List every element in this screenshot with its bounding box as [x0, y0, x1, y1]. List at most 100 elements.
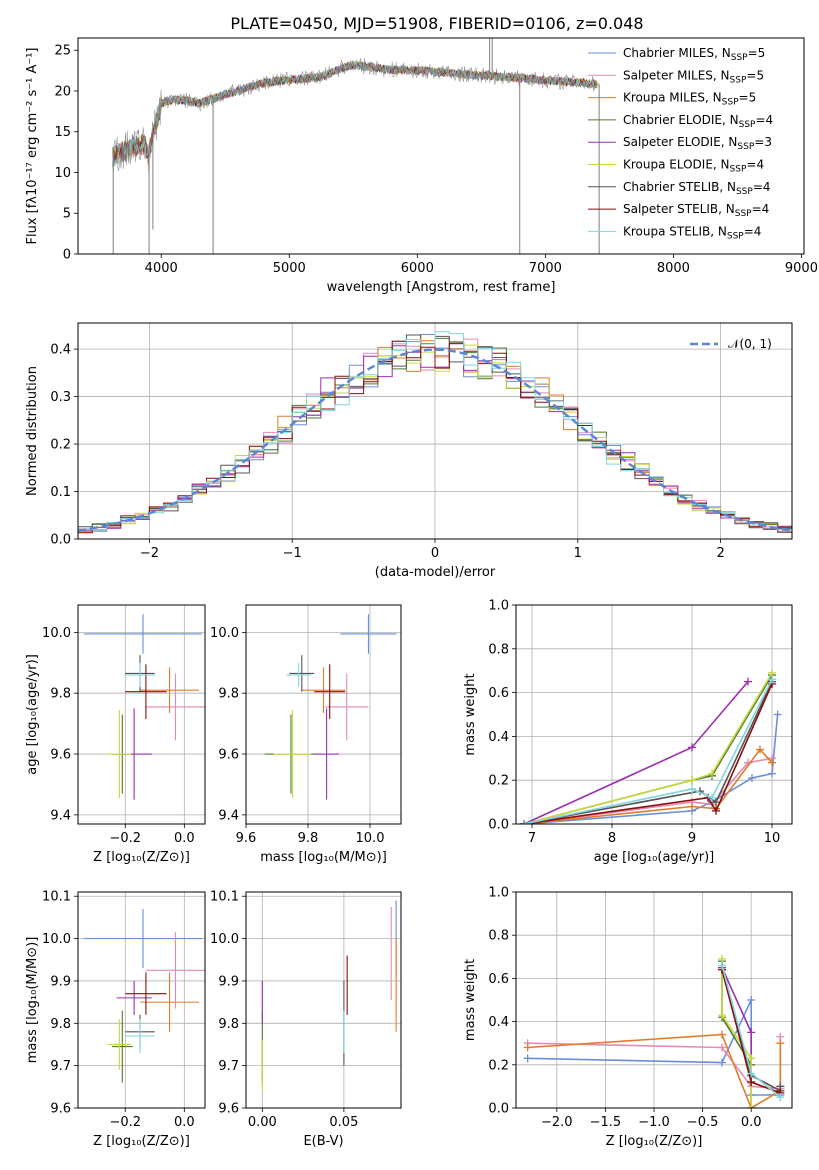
axis-label-x: age [log₁₀(age/yr)]: [594, 850, 715, 865]
panel-mass_vs_ebv: 0.00 0.05 9.6 9.7 9.8 9.9 10.0 10.1 E(B-V): [210, 890, 402, 1149]
axes-frame: [515, 604, 793, 825]
tick-label-y: 0.1: [50, 485, 71, 500]
legend-label: Salpeter ELODIE, NSSP=3: [623, 135, 772, 152]
series-marker-kroupa_elodie: [747, 1104, 756, 1108]
tick-label-y: 1.0: [488, 599, 509, 614]
axis-label-y: Normed distribution: [25, 366, 40, 496]
tick-label-x: 0.00: [248, 1115, 277, 1130]
tick-label-x: 8: [608, 831, 616, 846]
errorbar-salpeter_stelib: [314, 664, 346, 720]
axis-label-x: Z [log₁₀(Z/Z⊙)]: [606, 1134, 703, 1149]
series-marker-kroupa_stelib: [520, 820, 528, 824]
tick-label-x: 9000: [785, 261, 818, 276]
errorbar-salpeter_elodie: [116, 980, 152, 1015]
axes-frame: [77, 604, 206, 825]
series-marker-chabrier_miles: [718, 1058, 727, 1067]
tick-label-x: 10.0: [356, 831, 385, 846]
legend-label: Kroupa STELIB, NSSP=4: [623, 224, 761, 241]
legend-subscript: SSP: [735, 209, 752, 219]
histogram-kroupa_stelib: [78, 331, 792, 531]
series-marker-chabrier_miles: [748, 774, 756, 783]
tick-label-x: 4000: [145, 261, 178, 276]
panel-residuals: −2 −1 0 1 2 0.0 0.1 0.2 0.3 0.4 (data-model)/error…: [25, 322, 793, 580]
tick-label-x: 9.6: [236, 831, 257, 846]
tick-label-y: 0.6: [488, 972, 509, 987]
errorbar-chabrier_elodie: [111, 1010, 133, 1083]
errorbar-kroupa_miles: [140, 667, 200, 713]
axes-frame: [515, 891, 793, 1109]
legend-text: Kroupa STELIB, N: [623, 224, 727, 238]
plot-area: [83, 908, 205, 1083]
tick-label-y: 0.2: [50, 438, 71, 453]
tick-label-y: 9.6: [50, 1102, 71, 1117]
series-line-kroupa_elodie: [523, 672, 773, 824]
tick-label-x: −1.0: [638, 1115, 670, 1130]
errorbar-salpeter_elodie: [314, 708, 339, 800]
series-marker-chabrier_miles: [747, 996, 756, 1004]
legend-text: Salpeter STELIB, N: [623, 202, 735, 216]
tick-label-x: 7: [528, 831, 536, 846]
legend-tail: =3: [754, 135, 772, 149]
axis-label-y: mass weight: [463, 959, 478, 1041]
tick-label-y: 0.0: [488, 1102, 509, 1117]
errorbar-kroupa_elodie: [107, 1019, 132, 1070]
panel-age_vs_mass: 9.6 9.8 10.0 9.4 9.6 9.8 10.0 mass [log₁₀(M/M⊙)…: [210, 604, 402, 865]
tick-label-x: −0.2: [109, 831, 141, 846]
errorbar-chabrier_miles: [83, 614, 203, 654]
tick-label-y: 10.0: [42, 626, 71, 641]
tick-label-x: 9.8: [298, 831, 319, 846]
tick-label-y: 0.2: [488, 774, 509, 789]
legend-subscript: SSP: [736, 187, 753, 197]
tick-label-y: 15: [54, 125, 71, 140]
plot-area: [83, 614, 205, 800]
legend-label: Salpeter STELIB, NSSP=4: [623, 202, 769, 219]
axis-label-x: Z [log₁₀(Z/Z⊙)]: [93, 1134, 190, 1149]
series-marker-kroupa_stelib: [768, 675, 776, 684]
series-marker-kroupa_elodie: [747, 1054, 756, 1063]
axis-label-y: mass weight: [463, 673, 478, 755]
normal-curve: [78, 348, 792, 532]
errorbar-kroupa_stelib: [125, 662, 155, 688]
axis-label-x: mass [log₁₀(M/M⊙)]: [260, 850, 387, 865]
legend-tail: =4: [752, 202, 770, 216]
axis-label-x: (data-model)/error: [375, 565, 496, 580]
legend-label-normal: 𝒩(0, 1): [728, 337, 772, 351]
axis-label-x: Z [log₁₀(Z/Z⊙)]: [93, 850, 190, 865]
tick-label-x: 1: [574, 546, 582, 561]
panel-spectrum: 4000 5000 6000 7000 8000 9000 0 5 10 15 20 25 wavele…: [25, 14, 818, 295]
legend-tail: =4: [755, 113, 773, 127]
series-marker-salpeter_elodie: [688, 743, 696, 752]
legend-text: Salpeter MILES, N: [623, 68, 730, 82]
plot-area: [523, 954, 785, 1108]
series-marker-kroupa_elodie: [718, 1011, 727, 1020]
tick-label-y: 0: [63, 248, 71, 263]
legend-label: Chabrier STELIB, NSSP=4: [623, 180, 771, 197]
panel-weight_vs_Z: −2.0 −1.5 −1.0 −0.5 0.0 0.0 0.2 0.4 0.6 0.8 1.0 Z […: [463, 886, 793, 1149]
tick-label-y: 9.9: [218, 974, 239, 989]
legend-subscript: SSP: [737, 142, 754, 152]
panel-weight_vs_age: 7 8 9 10 0.0 0.2 0.4 0.6 0.8 1.0 age [log₁₀(age/yr…: [463, 599, 793, 865]
tick-label-y: 10.0: [210, 932, 239, 947]
axis-label-y: mass [log₁₀(M/M⊙)]: [25, 937, 40, 1064]
plot-area: [261, 900, 397, 1092]
errorbar-salpeter_miles: [145, 673, 205, 741]
legend-label: Kroupa ELODIE, NSSP=4: [623, 158, 764, 175]
tick-label-y: 9.7: [50, 1059, 71, 1074]
legend-tail: =4: [746, 158, 764, 172]
series-marker-kroupa_stelib: [718, 961, 727, 970]
axis-label-x: E(B-V): [303, 1134, 343, 1149]
tick-label-x: −2: [140, 546, 159, 561]
legend-tail: =5: [746, 68, 764, 82]
tick-label-x: 0.0: [174, 1115, 195, 1130]
chart-title: PLATE=0450, MJD=51908, FIBERID=0106, z=0…: [230, 14, 643, 33]
errorbar-kroupa_stelib: [125, 1019, 155, 1053]
series-marker-kroupa_miles: [756, 745, 764, 754]
tick-label-y: 9.9: [50, 974, 71, 989]
legend-subscript: SSP: [730, 75, 747, 85]
tick-label-y: 9.8: [50, 1017, 71, 1032]
series-marker-kroupa_stelib: [747, 1069, 756, 1078]
tick-label-y: 0.8: [488, 929, 509, 944]
tick-label-y: 1.0: [488, 886, 509, 901]
series-marker-kroupa_miles: [768, 758, 776, 767]
